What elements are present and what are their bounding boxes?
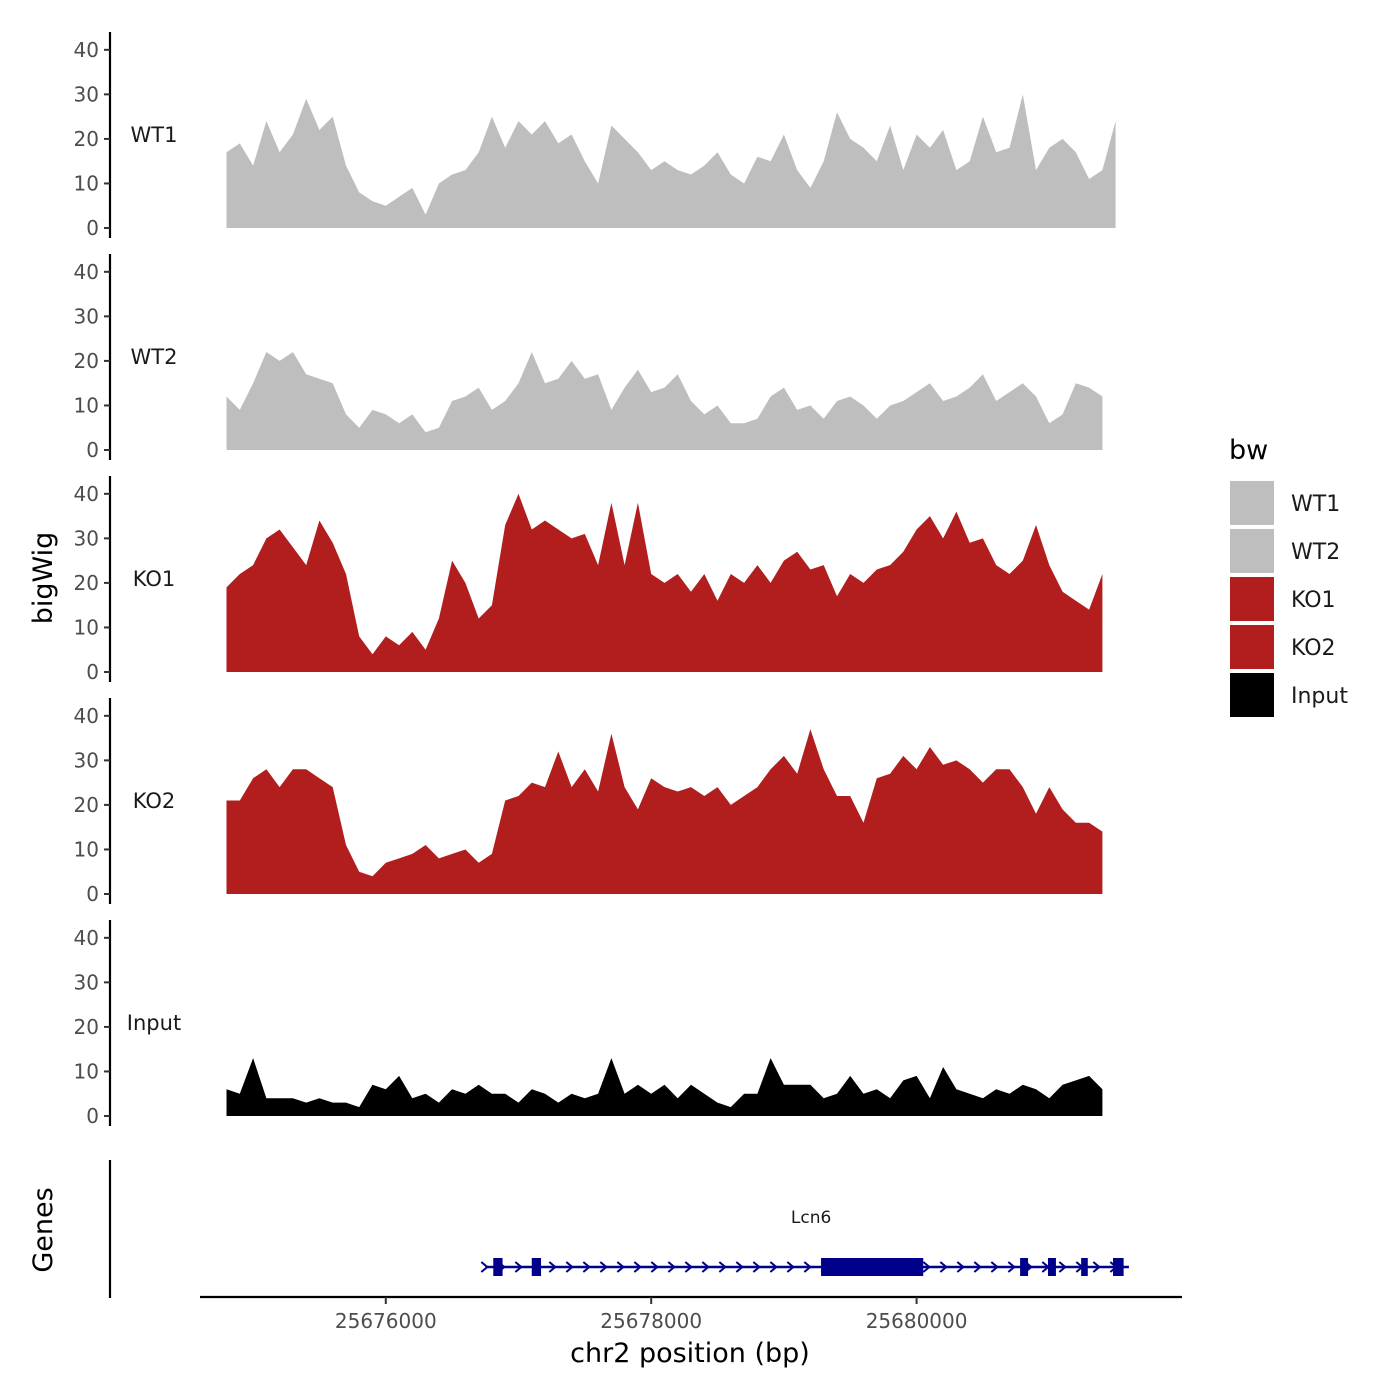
strand-arrow (582, 1261, 591, 1273)
y-tick-label: 30 (74, 304, 99, 328)
legend: bw WT1 WT2 KO1 KO2 Input (1229, 435, 1348, 717)
legend-swatch-input (1230, 673, 1274, 717)
strand-arrow (548, 1261, 557, 1273)
strand-arrow (769, 1261, 778, 1273)
x-tick-label: 25680000 (866, 1309, 968, 1333)
strand-arrow (701, 1261, 710, 1273)
track-label-ko1: KO1 (133, 567, 176, 591)
strand-arrow (565, 1261, 574, 1273)
track-wt2: 0 10 20 30 40 WT2 (74, 254, 1103, 462)
y-tick-label: 0 (86, 882, 99, 906)
y-axis-title: bigWig (28, 532, 59, 625)
y-tick-label: 10 (74, 1059, 99, 1083)
y-tick-label: 10 (74, 615, 99, 639)
legend-label-wt2: WT2 (1291, 540, 1340, 565)
area-input (226, 1058, 1103, 1116)
exon (1112, 1258, 1124, 1276)
track-input: 0 10 20 30 40 Input (74, 920, 1103, 1128)
strand-arrow (480, 1261, 489, 1273)
y-tick-label: 0 (86, 438, 99, 462)
area-ko1 (226, 493, 1103, 672)
exon (821, 1258, 924, 1276)
strand-arrow (956, 1261, 965, 1273)
strand-arrow (922, 1261, 931, 1273)
y-tick-label: 20 (74, 349, 99, 373)
legend-label-ko1: KO1 (1291, 588, 1336, 613)
strand-arrow (650, 1261, 659, 1273)
x-tick-label: 25676000 (335, 1309, 437, 1333)
track-label-wt2: WT2 (131, 345, 178, 369)
area-wt2 (226, 352, 1103, 450)
strand-arrow (786, 1261, 795, 1273)
y-tick-label: 30 (74, 748, 99, 772)
y-tick-label: 20 (74, 793, 99, 817)
genes-track-title: Genes (28, 1187, 59, 1272)
y-tick-label: 20 (74, 127, 99, 151)
strand-arrow (684, 1261, 693, 1273)
area-wt1 (226, 94, 1116, 229)
track-wt1: 0 10 20 30 40 WT1 (74, 32, 1116, 240)
y-tick-label: 0 (86, 1104, 99, 1128)
exon (1081, 1258, 1088, 1276)
legend-swatch-wt1 (1230, 481, 1274, 525)
legend-swatch-ko1 (1230, 577, 1274, 621)
track-label-wt1: WT1 (131, 123, 178, 147)
y-tick-label: 40 (74, 482, 99, 506)
gene-label: Lcn6 (791, 1208, 831, 1228)
track-label-input: Input (127, 1011, 181, 1035)
y-tick-label: 40 (74, 38, 99, 62)
genes-track: Lcn6 (108, 1160, 1129, 1298)
y-tick-label: 10 (74, 393, 99, 417)
track-label-ko2: KO2 (133, 789, 176, 813)
strand-arrow (939, 1261, 948, 1273)
strand-arrow (1092, 1261, 1101, 1273)
y-tick-label: 40 (74, 704, 99, 728)
strand-arrow (1007, 1261, 1016, 1273)
track-ko2: 0 10 20 30 40 KO2 (74, 698, 1103, 906)
y-tick-label: 20 (74, 1015, 99, 1039)
y-tick-label: 40 (74, 260, 99, 284)
strand-arrow (633, 1261, 642, 1273)
strand-arrow (1058, 1261, 1067, 1273)
legend-label-ko2: KO2 (1291, 636, 1336, 661)
strand-arrow (735, 1261, 744, 1273)
y-tick-label: 30 (74, 82, 99, 106)
x-axis: 25676000 25678000 25680000 (200, 1295, 1182, 1333)
y-tick-label: 30 (74, 970, 99, 994)
track-ko1: 0 10 20 30 40 KO1 (74, 476, 1103, 684)
legend-title: bw (1229, 435, 1268, 466)
strand-arrow (752, 1261, 761, 1273)
signal-tracks: 0 10 20 30 40 WT1 0 10 20 30 40 WT2 0 10 20 30 40 KO1 0 10 2… (74, 32, 1116, 1128)
y-tick-label: 30 (74, 526, 99, 550)
x-tick-label: 25678000 (600, 1309, 702, 1333)
legend-label-input: Input (1291, 684, 1348, 709)
strand-arrow (990, 1261, 999, 1273)
exon (1020, 1258, 1029, 1276)
y-tick-label: 20 (74, 571, 99, 595)
strand-arrow (667, 1261, 676, 1273)
strand-arrow (599, 1261, 608, 1273)
exon (1047, 1258, 1056, 1276)
legend-swatch-wt2 (1230, 529, 1274, 573)
y-tick-label: 0 (86, 216, 99, 240)
y-tick-label: 10 (74, 171, 99, 195)
legend-swatch-ko2 (1230, 625, 1274, 669)
x-axis-title: chr2 position (bp) (570, 1338, 810, 1369)
area-ko2 (226, 729, 1103, 894)
y-tick-label: 40 (74, 926, 99, 950)
gene-lcn6: Lcn6 (480, 1208, 1129, 1276)
exon (493, 1258, 503, 1276)
y-tick-label: 10 (74, 837, 99, 861)
strand-arrow (514, 1261, 523, 1273)
exon (531, 1258, 542, 1276)
strand-arrow (616, 1261, 625, 1273)
strand-arrow (718, 1261, 727, 1273)
strand-arrow (973, 1261, 982, 1273)
legend-label-wt1: WT1 (1291, 492, 1340, 517)
strand-arrow (803, 1261, 812, 1273)
y-tick-label: 0 (86, 660, 99, 684)
